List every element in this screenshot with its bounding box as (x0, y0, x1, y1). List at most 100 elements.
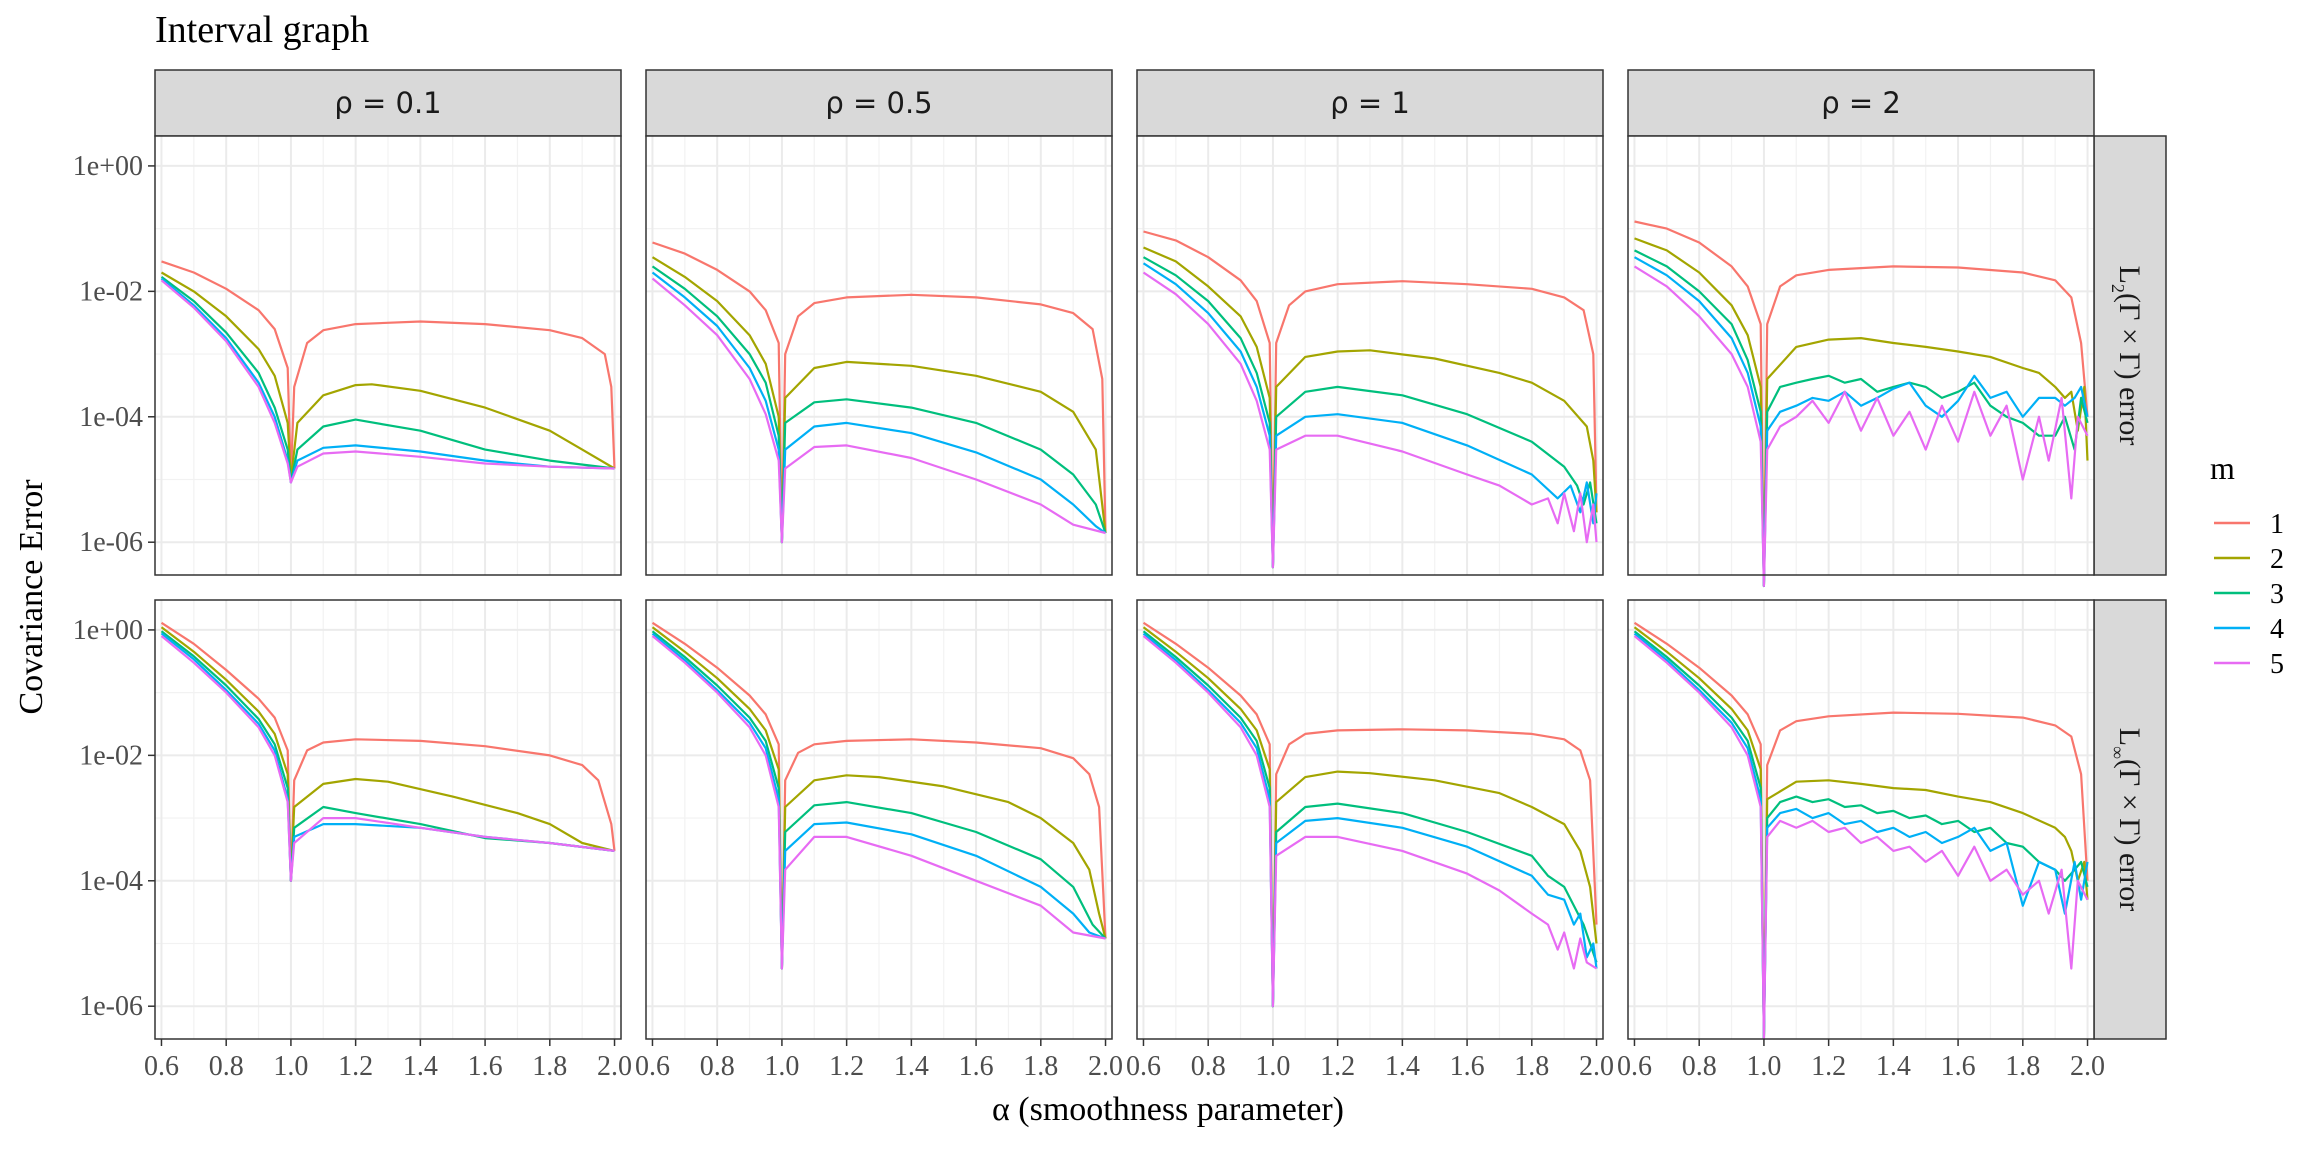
column-strip-label: ρ = 2 (1821, 86, 1901, 120)
series-line-m2 (651, 256, 1107, 544)
row-strip-label-main: L (2113, 728, 2146, 746)
y-tick-label: 1e-04 (79, 866, 143, 897)
series-line-m3 (651, 265, 1107, 544)
row-strip-label-rest: (Γ × Γ) error (2113, 759, 2146, 911)
column-strip (1136, 69, 1604, 137)
series-line-m1 (1633, 621, 2089, 1041)
x-tick-label: 1.8 (532, 1051, 567, 1082)
facet-panel (1627, 599, 2095, 1041)
series-line-m3 (160, 276, 615, 484)
panel-border (154, 599, 622, 1040)
x-tick-label: 0.8 (1191, 1051, 1226, 1082)
facet-panel (1136, 599, 1604, 1040)
panel-border (1627, 135, 2095, 576)
series-line-m2 (1143, 246, 1598, 569)
column-strip-label: ρ = 0.5 (825, 86, 932, 120)
x-tick-label: 2.0 (1579, 1051, 1614, 1082)
x-tick-label: 1.8 (1023, 1051, 1058, 1082)
y-tick-label: 1e-04 (79, 402, 143, 433)
x-tick-label: 2.0 (1088, 1051, 1123, 1082)
x-tick-label: 1.2 (829, 1051, 864, 1082)
facet-panel (1627, 135, 2095, 588)
series-line-m3 (1142, 630, 1598, 1008)
series-line-m5 (1633, 635, 2089, 1041)
series-line-m3 (1634, 249, 2089, 588)
row-strip-label-rest: (Γ × Γ) error (2113, 293, 2146, 445)
series-line-m4 (1633, 256, 2089, 588)
column-strip-label: ρ = 0.1 (334, 86, 441, 120)
x-tick-label: 0.8 (700, 1051, 735, 1082)
x-axis-label: α (smoothness parameter) (992, 1091, 1344, 1128)
column-strip (154, 69, 622, 137)
series-line-m5 (1633, 265, 2089, 588)
x-tick-label: 0.8 (209, 1051, 244, 1082)
series-line-m3 (1142, 256, 1598, 569)
x-tick-label: 1.6 (1450, 1051, 1485, 1082)
row-strip-label: L2(Γ × Γ) error (2108, 266, 2146, 446)
y-tick-label: 1e-02 (79, 276, 143, 307)
series-line-m5 (160, 279, 615, 484)
facet-panel (1136, 135, 1604, 576)
series-line-m5 (1142, 635, 1598, 1008)
series-line-m5 (651, 635, 1106, 970)
x-tick-label: 1.0 (1255, 1051, 1290, 1082)
x-tick-label: 1.2 (338, 1051, 373, 1082)
x-tick-label: 0.6 (1617, 1051, 1652, 1082)
series-line-m2 (160, 626, 615, 882)
facet-panel (154, 599, 622, 1040)
series-line-m4 (1142, 632, 1598, 1008)
x-tick-label: 1.6 (468, 1051, 503, 1082)
x-tick-label: 1.4 (403, 1051, 438, 1082)
facet-panel (645, 135, 1113, 576)
x-tick-label: 1.4 (1385, 1051, 1420, 1082)
y-tick-label: 1e-06 (79, 991, 143, 1022)
panel-border (645, 135, 1113, 576)
row-strip-label: L∞(Γ × Γ) error (2108, 728, 2146, 912)
series-line-m4 (651, 632, 1106, 970)
y-tick-label: 1e-02 (79, 740, 143, 771)
y-tick-label: 1e+00 (73, 615, 143, 646)
x-tick-label: 1.0 (764, 1051, 799, 1082)
x-tick-label: 0.6 (1126, 1051, 1161, 1082)
x-tick-label: 2.0 (597, 1051, 632, 1082)
series-line-m1 (1634, 220, 2089, 588)
x-tick-label: 1.8 (2005, 1051, 2040, 1082)
x-tick-label: 1.4 (1876, 1051, 1911, 1082)
series-line-m2 (1142, 626, 1598, 1008)
x-tick-label: 1.2 (1320, 1051, 1355, 1082)
row-strip-label-main: L (2113, 266, 2146, 284)
y-tick-label: 1e+00 (73, 151, 143, 182)
row-strip-label-sub: ∞ (2108, 746, 2128, 759)
x-tick-label: 1.8 (1514, 1051, 1549, 1082)
row-strip (2093, 599, 2167, 1040)
series-line-m1 (1142, 621, 1598, 1008)
panel-border (1136, 599, 1604, 1040)
series-line-m2 (160, 271, 616, 481)
panel-border (645, 599, 1113, 1040)
column-strip (1627, 69, 2095, 137)
row-strip (2093, 135, 2167, 576)
series-line-m3 (651, 630, 1107, 970)
column-strip-label: ρ = 1 (1330, 86, 1410, 120)
legend-label: 2 (2270, 544, 2284, 575)
series-line-m2 (1633, 626, 2089, 1041)
series-line-m1 (161, 260, 616, 481)
y-axis-label: Covariance Error (13, 479, 50, 715)
x-tick-label: 1.0 (1746, 1051, 1781, 1082)
facet-panel (645, 599, 1113, 1040)
x-tick-label: 0.6 (635, 1051, 670, 1082)
legend-label: 3 (2270, 579, 2284, 610)
legend-label: 5 (2270, 649, 2284, 680)
series-line-m2 (1634, 237, 2089, 588)
series-line-m4 (160, 277, 615, 484)
row-strip-label-sub: 2 (2108, 284, 2128, 293)
series-line-m1 (1143, 230, 1598, 569)
x-tick-label: 0.6 (144, 1051, 179, 1082)
series-line-m5 (651, 277, 1106, 544)
x-tick-label: 1.6 (959, 1051, 994, 1082)
series-line-m4 (651, 271, 1107, 544)
column-strip (645, 69, 1113, 137)
facet-panel (154, 135, 622, 576)
